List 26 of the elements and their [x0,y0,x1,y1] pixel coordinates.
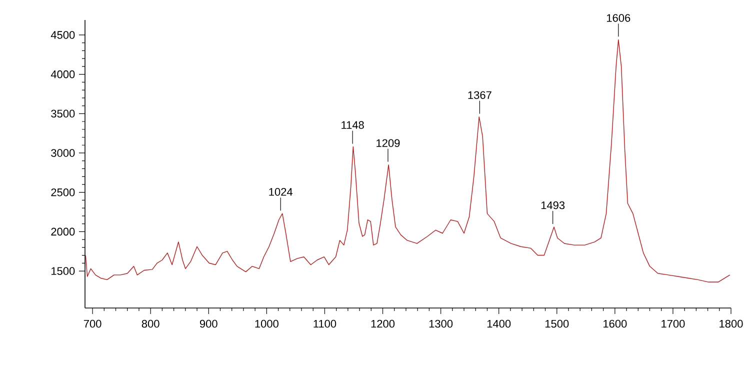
x-tick-label: 700 [84,320,102,328]
x-tick-label: 1800 [720,320,743,328]
annotation: 1606 [606,14,630,22]
x-tick-label: 1500 [545,320,569,328]
line-series [85,39,730,282]
x-tick-label: 1400 [487,320,511,328]
annotation: 1024 [269,188,292,196]
x-tick-label: 1300 [429,320,453,328]
y-tick-label: 1500 [52,267,75,275]
x-tick-label: 800 [142,320,160,328]
x-tick-label: 900 [200,320,218,328]
x-tick-label: 1600 [604,320,627,328]
x-tick-label: 1000 [255,320,278,328]
y-tick-label: 2500 [51,188,75,196]
y-tick-label: 4000 [50,70,75,78]
x-tick-label: 1700 [662,320,685,328]
y-tick-label: 3500 [51,110,75,118]
annotation: 1367 [468,91,492,99]
y-tick-label: 2000 [51,228,75,236]
x-tick-label: 1100 [314,320,336,328]
y-tick-label: 3000 [51,149,75,157]
annotation: 1148 [342,121,364,129]
annotation: 1209 [376,139,400,147]
y-tick-label: 4500 [50,31,75,39]
x-tick-label: 1200 [371,320,395,328]
annotation: 1493 [541,201,565,210]
